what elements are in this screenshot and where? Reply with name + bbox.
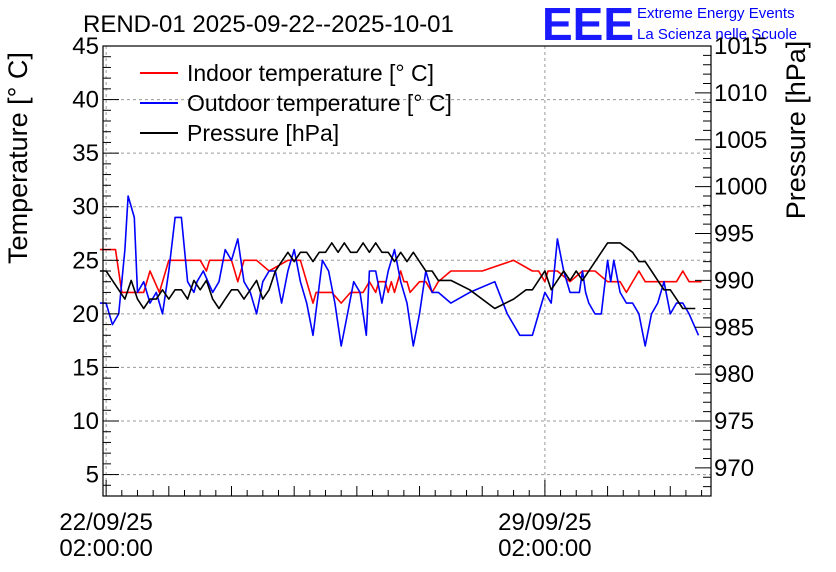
y2-tick-label-985: 985	[714, 314, 754, 341]
series-line-1	[99, 195, 700, 347]
series-line-0	[99, 248, 702, 304]
y-tick-label-20: 20	[72, 301, 99, 328]
y2-tick-label-1005: 1005	[714, 127, 767, 154]
y-tick-label-15: 15	[72, 354, 99, 381]
logo-mark: EEE	[542, 0, 634, 50]
y-tick-label-25: 25	[72, 247, 99, 274]
legend: Indoor temperature [° C] Outdoor temperat…	[140, 60, 452, 146]
logo-line2: La Scienza nelle Scuole	[637, 26, 797, 43]
y2-tick-label-995: 995	[714, 221, 754, 248]
y-tick-label-5: 5	[86, 462, 99, 489]
y-tick-label-10: 10	[72, 408, 99, 435]
x-tick-label-1: 29/09/25	[498, 509, 591, 536]
x-tick-sublabel-0: 02:00:00	[59, 535, 152, 562]
x-tick-label-0: 22/09/25	[59, 509, 152, 536]
y2-tick-label-975: 975	[714, 408, 754, 435]
y2-tick-label-980: 980	[714, 361, 754, 388]
y-tick-label-35: 35	[72, 140, 99, 167]
y2-tick-label-1015: 1015	[714, 33, 767, 60]
y-axis-title: Temperature [° C]	[3, 52, 33, 264]
chart-title: REND-01 2025-09-22--2025-10-01	[83, 11, 454, 38]
legend-label-0: Indoor temperature [° C]	[187, 60, 434, 86]
y-tick-label-40: 40	[72, 87, 99, 114]
x-tick-sublabel-1: 02:00:00	[498, 535, 591, 562]
legend-label-2: Pressure [hPa]	[187, 120, 339, 146]
series-line-2	[99, 242, 696, 310]
axes-layer: 5101520253035404597097598098599099510001…	[59, 33, 767, 562]
y2-tick-label-990: 990	[714, 267, 754, 294]
logo-line1: Extreme Energy Events	[637, 5, 795, 22]
y-tick-label-30: 30	[72, 194, 99, 221]
y2-tick-label-970: 970	[714, 455, 754, 482]
y-tick-label-45: 45	[72, 33, 99, 60]
y2-tick-label-1010: 1010	[714, 80, 767, 107]
series-layer	[99, 195, 702, 347]
y2-tick-label-1000: 1000	[714, 174, 767, 201]
y2-axis-title: Pressure [hPa]	[781, 41, 811, 220]
legend-label-1: Outdoor temperature [° C]	[187, 90, 452, 116]
logo: EEE Extreme Energy Events La Scienza nel…	[542, 0, 797, 50]
